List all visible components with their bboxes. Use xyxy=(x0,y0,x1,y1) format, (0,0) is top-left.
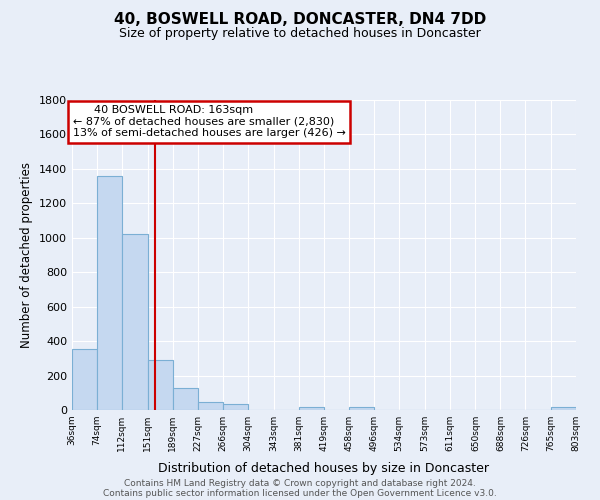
Text: Contains public sector information licensed under the Open Government Licence v3: Contains public sector information licen… xyxy=(103,488,497,498)
Bar xyxy=(197,402,223,410)
Text: Size of property relative to detached houses in Doncaster: Size of property relative to detached ho… xyxy=(119,28,481,40)
Text: Contains HM Land Registry data © Crown copyright and database right 2024.: Contains HM Land Registry data © Crown c… xyxy=(124,478,476,488)
Text: 40 BOSWELL ROAD: 163sqm
← 87% of detached houses are smaller (2,830)
13% of semi: 40 BOSWELL ROAD: 163sqm ← 87% of detache… xyxy=(73,105,346,138)
Y-axis label: Number of detached properties: Number of detached properties xyxy=(20,162,34,348)
Bar xyxy=(299,406,323,410)
Bar xyxy=(223,404,248,410)
Bar xyxy=(173,388,197,410)
Bar xyxy=(122,234,148,410)
Bar xyxy=(97,176,122,410)
Bar xyxy=(148,360,173,410)
Text: 40, BOSWELL ROAD, DONCASTER, DN4 7DD: 40, BOSWELL ROAD, DONCASTER, DN4 7DD xyxy=(114,12,486,28)
Bar xyxy=(72,349,97,410)
Bar xyxy=(349,406,374,410)
X-axis label: Distribution of detached houses by size in Doncaster: Distribution of detached houses by size … xyxy=(158,462,490,475)
Bar xyxy=(551,406,576,410)
